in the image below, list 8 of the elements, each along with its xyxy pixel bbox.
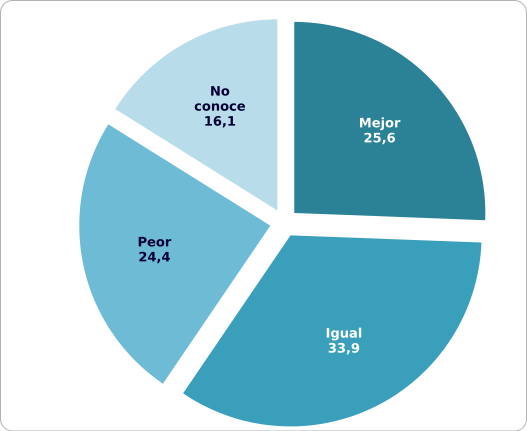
data-label: 24,4 (139, 252, 170, 264)
slice-label: Peor (138, 236, 172, 246)
data-label: 25,6 (364, 132, 395, 144)
slice-label: Igual (326, 327, 362, 340)
data-label: 16,1 (205, 116, 236, 128)
slice-label: No conoce (194, 86, 245, 111)
data-label: 33,9 (328, 342, 360, 354)
slice-label: Mejor (360, 117, 400, 130)
